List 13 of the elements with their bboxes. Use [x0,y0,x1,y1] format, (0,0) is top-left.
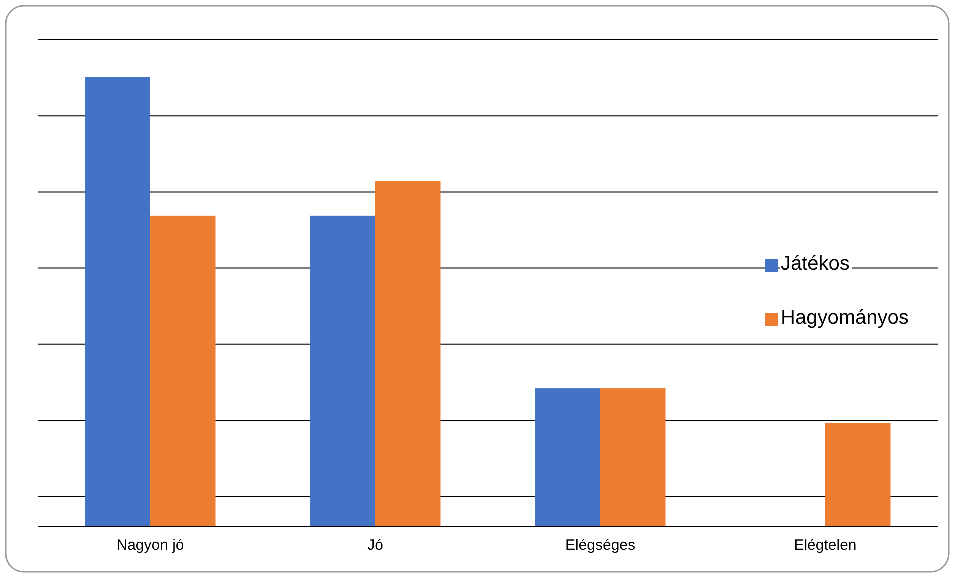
bar [310,216,376,527]
bar [85,77,150,527]
x-tick-label: Jó [368,537,384,554]
bar [535,388,600,527]
legend-label: Játékos [781,253,850,275]
x-tick-label: Elégtelen [794,537,857,554]
x-tick-label: Nagyon jó [116,537,184,554]
legend-label: Hagyományos [781,307,909,329]
bar [376,181,441,527]
bar [150,216,216,527]
x-tick-label: Elégséges [565,537,636,554]
bar [826,423,891,527]
bar [600,388,666,527]
